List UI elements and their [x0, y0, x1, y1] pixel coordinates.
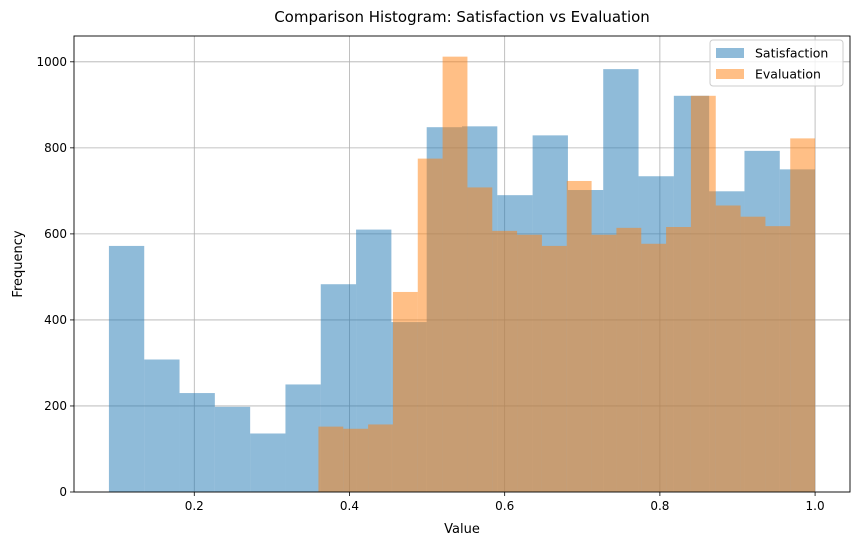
y-tick-label: 800 — [44, 141, 67, 155]
satisfaction-bar — [108, 245, 145, 492]
legend-label-evaluation: Evaluation — [755, 67, 821, 82]
x-axis-ticks: 0.2 0.4 0.6 0.8 1.0 — [185, 492, 825, 513]
satisfaction-bar — [179, 393, 215, 492]
evaluation-bar — [591, 234, 617, 492]
evaluation-bar — [740, 216, 766, 492]
x-tick-label: 0.8 — [650, 499, 669, 513]
y-tick-label: 200 — [44, 399, 67, 413]
satisfaction-bar — [214, 406, 251, 492]
evaluation-bar — [790, 138, 816, 493]
x-tick-label: 1.0 — [806, 499, 825, 513]
evaluation-bar — [765, 226, 791, 492]
evaluation-bar — [492, 230, 518, 492]
evaluation-bar — [616, 227, 642, 493]
x-tick-label: 0.4 — [340, 499, 359, 513]
legend: Satisfaction Evaluation — [709, 39, 844, 87]
evaluation-bar — [318, 426, 344, 492]
evaluation-bar — [566, 180, 592, 493]
evaluation-bar — [541, 245, 567, 492]
evaluation-bar — [690, 95, 716, 492]
evaluation-bar — [715, 205, 741, 493]
evaluation-bar — [392, 291, 418, 492]
evaluation-bar — [517, 234, 542, 492]
legend-swatch-satisfaction — [716, 48, 744, 58]
y-tick-label: 600 — [44, 227, 67, 241]
satisfaction-bar — [285, 384, 321, 492]
x-axis-label: Value — [444, 522, 480, 537]
chart-title: Comparison Histogram: Satisfaction vs Ev… — [274, 8, 650, 26]
evaluation-bar — [467, 187, 493, 492]
y-axis-ticks: 0 200 400 600 800 1000 — [36, 55, 74, 499]
y-tick-label: 1000 — [36, 55, 67, 69]
evaluation-bar — [442, 56, 468, 493]
y-tick-label: 400 — [44, 313, 67, 327]
y-axis-label: Frequency — [11, 230, 26, 297]
satisfaction-bar — [144, 359, 180, 492]
satisfaction-bar — [250, 433, 286, 492]
evaluation-bar — [666, 227, 691, 492]
x-tick-label: 0.2 — [185, 499, 204, 513]
evaluation-bar — [641, 243, 667, 492]
y-tick-label: 0 — [59, 485, 67, 499]
x-tick-label: 0.6 — [495, 499, 514, 513]
evaluation-bar — [417, 158, 443, 493]
legend-label-satisfaction: Satisfaction — [755, 46, 828, 61]
plot-frame — [73, 35, 851, 493]
evaluation-bar — [343, 428, 369, 492]
evaluation-bars — [318, 56, 816, 493]
legend-swatch-evaluation — [716, 69, 744, 79]
evaluation-bar — [368, 424, 393, 492]
